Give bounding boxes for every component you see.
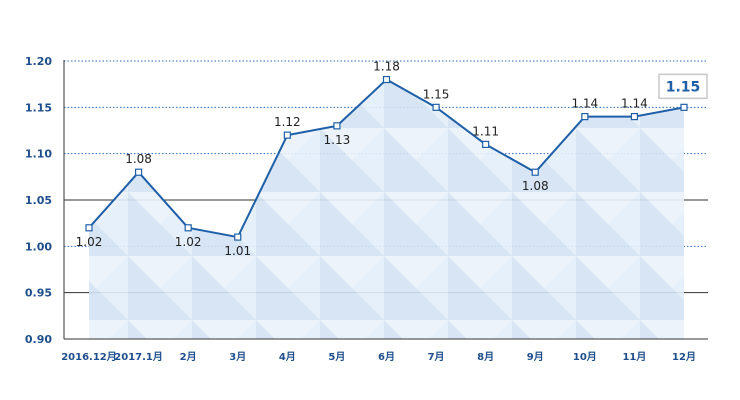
data-point [581,112,589,121]
data-point [630,112,639,121]
callout-value: 1.15 [666,79,701,95]
last-value-callout: 1.15 [658,73,708,100]
area-fill-shape [89,79,684,340]
data-labels: 1.02 1.08 1.02 1.01 1.12 1.13 1.18 1.15 1.11 1.08… [76,60,648,259]
data-point [184,224,192,232]
area-fill [89,79,684,340]
x-tick-label: 5月 [328,351,345,363]
x-tick-label: 9月 [527,351,544,363]
x-tick-label: 12月 [672,351,696,363]
x-tick-label: 2017.1月 [114,351,163,363]
data-point [531,168,539,176]
data-label: 1.08 [125,152,152,166]
data-label: 1.02 [76,235,103,249]
data-label: 1.11 [472,124,499,138]
data-point [680,103,688,111]
data-label: 1.13 [324,133,351,147]
y-tick-label: 0.95 [25,287,52,300]
x-tick-label: 7月 [428,351,445,363]
callout-box [658,73,708,100]
data-point [85,224,93,232]
x-tick-label: 11月 [622,351,646,363]
x-tick-label: 2月 [180,351,197,363]
data-label: 1.15 [423,87,450,101]
data-label: 1.02 [175,235,202,249]
data-label: 1.08 [522,179,549,193]
axes [63,60,708,340]
data-label: 1.18 [373,60,400,74]
y-tick-label: 1.15 [25,101,52,114]
x-tick-label: 10月 [573,351,597,363]
y-tick-label: 0.90 [25,333,52,346]
data-label: 1.14 [571,97,598,111]
y-tick-label: 1.00 [25,240,52,253]
data-label: 1.14 [621,97,648,111]
x-tick-label: 4月 [279,351,296,363]
data-label: 1.01 [224,244,251,258]
y-tick-label: 1.20 [25,55,52,68]
y-axis-ticks: 0.90 0.95 1.00 1.05 1.10 1.15 1.20 [25,55,52,346]
data-point [283,131,291,139]
data-point [234,233,242,241]
data-point [432,103,440,111]
x-tick-label: 2016.12月 [61,351,117,363]
x-tick-label: 3月 [229,351,246,363]
data-point [333,122,341,130]
data-point [134,168,143,176]
x-tick-label: 8月 [477,351,494,363]
data-points [85,75,688,241]
data-point [382,75,391,84]
y-tick-label: 1.05 [25,194,52,207]
x-tick-label: 6月 [378,351,395,363]
data-point [482,140,490,148]
data-label: 1.12 [274,115,301,129]
y-tick-label: 1.10 [25,148,52,161]
